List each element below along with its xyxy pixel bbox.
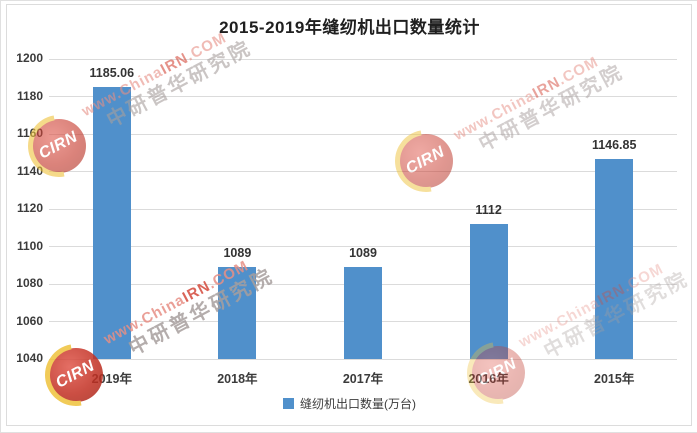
y-axis-tick-label: 1040 [16,351,43,365]
x-axis-category-label: 2018年 [217,372,258,386]
y-axis-tick-label: 1080 [16,276,43,290]
bar-value-label: 1185.06 [89,66,135,80]
bar-value-label: 1089 [223,246,252,261]
y-axis-tick-label: 1200 [16,51,43,65]
bar [92,87,131,359]
y-axis-tick-label: 1100 [16,238,43,253]
bar [469,224,508,359]
x-axis-category-label: 2019年 [91,372,132,386]
x-axis-category-label: 2017年 [342,372,384,386]
legend-marker-icon [283,397,294,409]
chart-title: 2015-2019年缝纫机出口数量统计 [219,18,480,37]
bar-value-label: 1112 [475,203,502,217]
legend: 缝纫机出口数量(万台) [1,394,697,412]
plot-area: 1200 1180 1160 1140 1120 1100 1080 1060 1040 1185… [16,51,677,386]
bar [218,267,257,359]
gridline [49,96,677,97]
legend-label: 缝纫机出口数量(万台) [300,396,416,411]
bar [595,158,634,359]
x-axis-category-label: 2015年 [594,372,635,386]
y-axis-tick-label: 1060 [16,313,43,328]
bar-value-label: 1089 [349,246,377,261]
y-axis-tick-label: 1120 [16,201,43,215]
y-axis-tick-label: 1160 [16,126,43,140]
y-axis-tick-label: 1180 [16,88,43,103]
gridline [49,358,677,360]
bar-value-label: 1146.85 [591,137,637,152]
y-axis-tick-label: 1140 [16,163,43,178]
gridline [49,58,677,60]
x-axis-category-label: 2016年 [468,372,509,386]
gridline [49,171,677,172]
gridline [49,246,677,247]
gridline [49,133,677,135]
bar [344,267,382,359]
gridline [49,208,677,210]
